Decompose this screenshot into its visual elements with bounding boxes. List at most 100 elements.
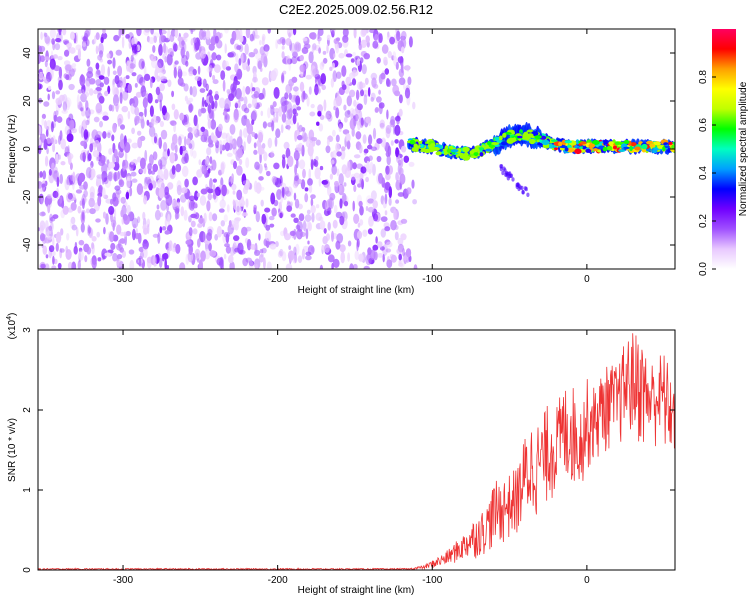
noise-blob [186, 138, 191, 146]
noise-blob [201, 96, 205, 108]
noise-blob [377, 253, 384, 258]
noise-blob [143, 65, 147, 76]
streak-blob [521, 190, 525, 195]
noise-blob [84, 255, 88, 263]
noise-blob [258, 92, 265, 100]
noise-blob [52, 190, 59, 198]
noise-blob [296, 221, 303, 232]
noise-blob [307, 178, 313, 186]
noise-blob [212, 135, 218, 143]
noise-blob [197, 223, 203, 228]
noise-blob [100, 36, 104, 44]
noise-blob [300, 179, 306, 190]
noise-blob [234, 220, 239, 231]
noise-blob [260, 253, 264, 258]
noise-blob [242, 257, 249, 267]
noise-blob [224, 29, 229, 34]
noise-blob [132, 223, 137, 229]
noise-blob [368, 87, 371, 97]
noise-blob [234, 247, 240, 253]
noise-blob [48, 168, 53, 176]
noise-blob [49, 67, 54, 80]
noise-blob [88, 88, 94, 96]
noise-blob [287, 125, 291, 131]
noise-blob [365, 35, 370, 43]
snr-y-multiplier: (x104) [6, 313, 18, 340]
noise-blob [159, 83, 165, 92]
noise-blob [401, 145, 407, 153]
noise-blob [49, 29, 56, 39]
noise-blob [42, 76, 46, 81]
noise-blob [288, 109, 293, 119]
spectrogram-y-label: Frequency (Hz) [7, 115, 18, 184]
noise-blob [110, 242, 116, 251]
noise-blob [144, 73, 151, 81]
band-spot [671, 145, 675, 149]
noise-blob [159, 226, 163, 234]
noise-blob [56, 176, 60, 187]
noise-blob [334, 180, 339, 187]
band-spot [652, 148, 658, 154]
noise-blob [319, 264, 323, 269]
noise-blob [242, 60, 248, 71]
noise-blob [370, 190, 377, 201]
noise-blob [323, 57, 328, 64]
noise-blob [264, 207, 271, 213]
band-spot [629, 145, 633, 152]
noise-blob [106, 130, 112, 136]
noise-blob [89, 143, 93, 153]
band-spot [663, 142, 669, 145]
x-tick-label: -200 [268, 274, 288, 285]
noise-blob [297, 255, 303, 263]
noise-blob [306, 96, 310, 107]
noise-blob [46, 194, 52, 199]
noise-blob [353, 115, 357, 127]
noise-blob [84, 30, 90, 38]
noise-blob [70, 216, 76, 225]
noise-blob [125, 60, 131, 72]
noise-blob [298, 159, 306, 170]
noise-blob [98, 184, 103, 195]
noise-blob [154, 136, 157, 144]
noise-blob [287, 200, 290, 205]
noise-blob [97, 195, 102, 207]
noise-blob [83, 189, 88, 198]
noise-blob [275, 39, 279, 49]
noise-blob [408, 36, 413, 48]
noise-blob [125, 34, 130, 39]
noise-blob [335, 142, 340, 153]
noise-blob [400, 37, 407, 49]
noise-blob [343, 182, 347, 187]
noise-blob [207, 113, 210, 121]
noise-blob [337, 119, 342, 128]
noise-blob [61, 109, 68, 114]
noise-blob [284, 233, 291, 241]
noise-blob [78, 247, 83, 253]
noise-blob [362, 89, 370, 97]
band-spot [608, 141, 614, 146]
noise-blob [352, 51, 357, 57]
noise-blob [212, 213, 218, 222]
noise-blob [96, 69, 101, 75]
noise-blob [265, 231, 272, 242]
noise-blob [86, 246, 92, 255]
noise-blob [332, 219, 338, 229]
noise-blob [69, 47, 76, 54]
noise-blob [385, 173, 391, 181]
noise-blob [335, 134, 340, 143]
noise-blob [376, 138, 383, 144]
noise-blob [71, 63, 77, 68]
noise-blob [358, 200, 363, 208]
noise-blob [173, 122, 177, 133]
noise-blob [360, 117, 364, 126]
noise-blob [245, 198, 249, 208]
noise-blob [225, 132, 231, 143]
noise-blob [220, 162, 225, 175]
band-spot [435, 151, 442, 156]
noise-blob [95, 87, 102, 92]
noise-blob [239, 96, 244, 102]
noise-blob [214, 90, 219, 96]
noise-blob [173, 66, 177, 79]
noise-blob [341, 164, 348, 175]
noise-blob [85, 167, 93, 179]
